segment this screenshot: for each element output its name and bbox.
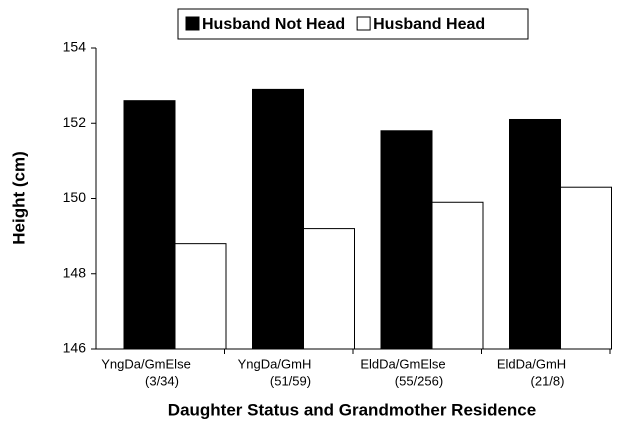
legend-swatch <box>356 16 371 31</box>
y-tick-label: 154 <box>63 39 87 55</box>
bar <box>123 100 176 350</box>
y-tick-label: 146 <box>63 340 87 356</box>
bar <box>303 228 355 350</box>
y-axis-title: Height (cm) <box>9 151 28 245</box>
bar <box>431 201 484 350</box>
x-tick-label: EldDa/GmH <box>497 356 566 371</box>
legend-label: Husband Head <box>373 16 485 33</box>
bar <box>509 118 561 350</box>
y-tick-label: 150 <box>63 189 87 205</box>
bar <box>560 186 612 350</box>
x-tick-label: (51/59) <box>270 373 311 388</box>
bar <box>252 88 304 350</box>
legend-swatch <box>185 16 200 31</box>
y-tick-label: 152 <box>63 114 87 130</box>
legend-label: Husband Not Head <box>202 16 345 33</box>
bar <box>380 130 433 350</box>
x-tick-label: EldDa/GmElse <box>360 356 445 371</box>
x-tick-label: (55/256) <box>395 373 443 388</box>
x-tick-label: (3/34) <box>145 373 179 388</box>
x-axis-title: Daughter Status and Grandmother Residenc… <box>168 400 536 419</box>
legend-box <box>177 8 529 40</box>
y-tick-label: 148 <box>63 264 87 280</box>
x-tick-label: (21/8) <box>531 373 565 388</box>
bar <box>174 243 227 350</box>
x-tick-label: YngDa/GmH <box>238 356 312 371</box>
x-tick-label: YngDa/GmElse <box>101 356 191 371</box>
